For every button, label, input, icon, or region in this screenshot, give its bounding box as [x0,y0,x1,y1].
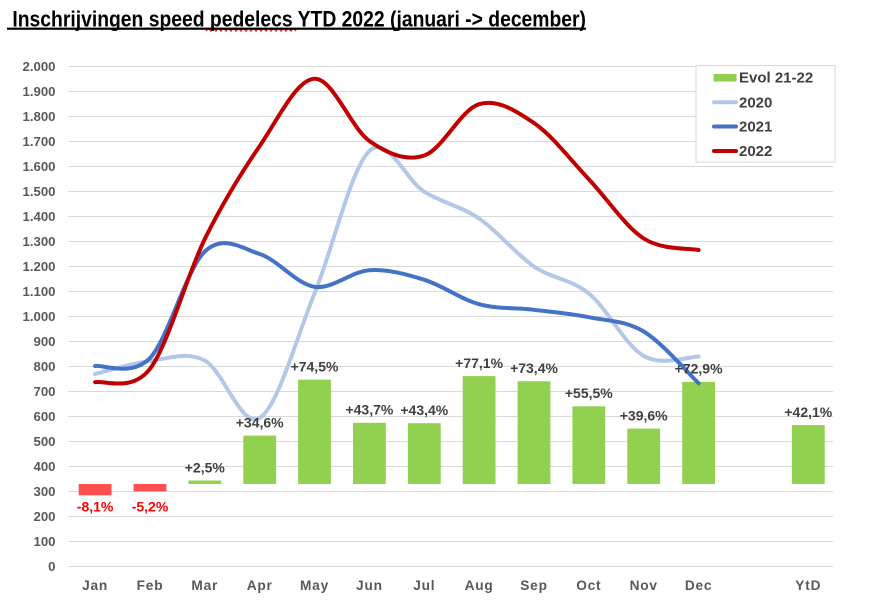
svg-text:+42,1%: +42,1% [784,404,832,420]
svg-text:+74,5%: +74,5% [291,359,339,375]
svg-text:Dec: Dec [685,578,713,593]
svg-text:1.400: 1.400 [22,209,55,224]
svg-text:1.700: 1.700 [22,134,55,149]
svg-text:1.100: 1.100 [22,284,55,299]
svg-text:1.000: 1.000 [22,309,55,324]
svg-text:+39,6%: +39,6% [620,407,668,423]
svg-text:800: 800 [33,359,55,374]
svg-text:+72,9%: +72,9% [675,361,723,377]
svg-text:Mar: Mar [191,578,218,593]
svg-text:1.800: 1.800 [22,109,55,124]
svg-text:Jan: Jan [82,578,108,593]
svg-text:100: 100 [33,534,55,549]
svg-text:YtD: YtD [795,578,821,593]
svg-text:Evol 21-22: Evol 21-22 [739,70,813,87]
svg-text:2022: 2022 [739,143,772,160]
svg-text:Jun: Jun [356,578,383,593]
svg-text:900: 900 [33,334,55,349]
svg-text:Oct: Oct [576,578,601,593]
svg-text:Inschrijvingen speed pedelecs: Inschrijvingen speed pedelecs YTD 2022 (… [7,7,586,32]
svg-text:400: 400 [33,459,55,474]
svg-text:Sep: Sep [520,578,548,593]
svg-text:1.600: 1.600 [22,159,55,174]
svg-text:1.200: 1.200 [22,259,55,274]
svg-text:Jul: Jul [413,578,435,593]
svg-text:+43,4%: +43,4% [400,402,448,418]
svg-text:+77,1%: +77,1% [455,355,503,371]
svg-text:2.000: 2.000 [22,59,55,74]
svg-text:2021: 2021 [739,119,772,136]
svg-text:1.300: 1.300 [22,234,55,249]
svg-text:+2,5%: +2,5% [185,459,226,475]
svg-text:300: 300 [33,484,55,499]
svg-text:+34,6%: +34,6% [236,414,284,430]
svg-text:700: 700 [33,384,55,399]
svg-text:+73,4%: +73,4% [510,360,558,376]
svg-text:-5,2%: -5,2% [132,499,169,515]
svg-text:2020: 2020 [739,94,772,111]
svg-text:-8,1%: -8,1% [77,499,114,515]
svg-text:Feb: Feb [137,578,164,593]
svg-text:Apr: Apr [247,578,273,593]
svg-text:Nov: Nov [630,578,658,593]
svg-text:0: 0 [48,559,55,574]
svg-text:1.900: 1.900 [22,84,55,99]
svg-text:500: 500 [33,434,55,449]
svg-text:200: 200 [33,509,55,524]
svg-text:1.500: 1.500 [22,184,55,199]
svg-text:Aug: Aug [465,578,494,593]
svg-text:600: 600 [33,409,55,424]
svg-text:+43,7%: +43,7% [345,402,393,418]
svg-text:May: May [300,578,329,593]
svg-text:+55,5%: +55,5% [565,385,613,401]
